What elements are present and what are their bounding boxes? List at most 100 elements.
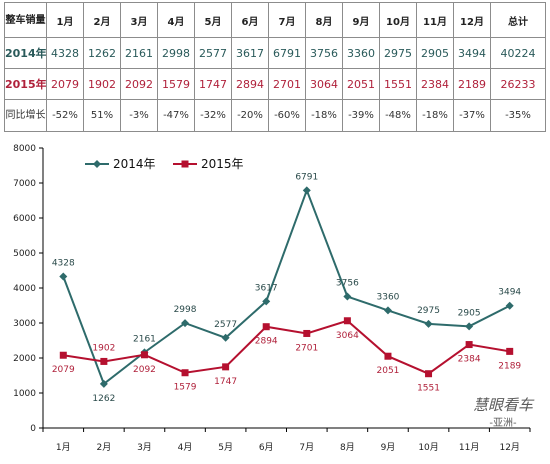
- data-point-2015: [465, 341, 473, 349]
- series-line-2014: [62, 187, 511, 386]
- data-label-2014: 1262: [92, 394, 115, 404]
- yoy-cell: -18%: [305, 99, 343, 132]
- row-year-label: 2015年: [4, 68, 47, 100]
- sales-cell: 1262: [83, 37, 121, 69]
- data-label-2014: 2998: [174, 305, 197, 315]
- yoy-total-cell: -35%: [490, 99, 546, 132]
- sales-cell: 3756: [305, 37, 343, 69]
- yoy-cell: 51%: [83, 99, 121, 132]
- yoy-cell: -20%: [231, 99, 269, 132]
- data-point-2014: [424, 319, 433, 328]
- month-header: 9月: [342, 2, 380, 38]
- data-point-2014: [59, 272, 68, 281]
- x-tick-label: 8月: [340, 442, 355, 453]
- data-point-2014: [181, 319, 190, 328]
- data-label-2014: 4328: [52, 259, 75, 269]
- data-label-2014: 2975: [417, 306, 440, 316]
- data-label-2014: 6791: [295, 172, 318, 182]
- sales-cell: 3360: [342, 37, 380, 69]
- data-label-2015: 1551: [417, 384, 440, 394]
- data-point-2014: [262, 297, 271, 306]
- total-cell: 26233: [490, 68, 546, 100]
- watermark-logo: 慧眼看车 -亚洲-: [468, 390, 538, 432]
- data-point-2015: [506, 347, 514, 355]
- data-point-2015: [425, 370, 433, 378]
- y-tick-label: 0: [30, 424, 36, 434]
- sales-cell: 2384: [416, 68, 454, 100]
- total-cell: 40224: [490, 37, 546, 69]
- sales-cell: 2975: [379, 37, 417, 69]
- y-tick-label: 7000: [13, 179, 36, 189]
- legend-label-2014: 2014年: [113, 157, 156, 171]
- data-label-2015: 2189: [498, 361, 521, 371]
- yoy-label: 同比增长: [4, 99, 47, 132]
- x-tick-label: 12月: [499, 442, 519, 453]
- data-point-2015: [222, 363, 230, 371]
- data-label-2015: 2701: [295, 343, 318, 353]
- x-tick-label: 5月: [218, 442, 233, 453]
- yoy-cell: -60%: [268, 99, 306, 132]
- y-tick-label: 6000: [13, 214, 36, 224]
- row-year-label: 2014年: [4, 37, 47, 69]
- legend-marker-2014: [93, 160, 101, 168]
- yoy-cell: -52%: [46, 99, 84, 132]
- y-tick-label: 8000: [13, 144, 36, 154]
- data-label-2015: 2384: [458, 355, 481, 365]
- x-tick-label: 4月: [178, 442, 193, 453]
- data-point-2015: [181, 369, 189, 377]
- x-tick-label: 1月: [56, 442, 71, 453]
- data-label-2014: 3617: [255, 283, 278, 293]
- data-point-2014: [99, 379, 108, 388]
- month-header: 12月: [453, 2, 491, 38]
- data-label-2014: 3756: [336, 279, 359, 289]
- table-header-row: 整车销量 1月 2月 3月 4月 5月 6月 7月 8月 9月 10月 11月 12月 总计: [4, 2, 546, 38]
- sales-cell: 2079: [46, 68, 84, 100]
- table-corner-label: 整车销量: [4, 2, 47, 38]
- sales-cell: 2998: [157, 37, 195, 69]
- data-label-2014: 2161: [133, 334, 156, 344]
- data-point-2015: [303, 329, 311, 337]
- data-label-2014: 3360: [377, 292, 400, 302]
- y-tick-label: 3000: [13, 319, 36, 329]
- data-point-2015: [100, 357, 108, 365]
- sales-table: 整车销量 1月 2月 3月 4月 5月 6月 7月 8月 9月 10月 11月 12月 总计 2014年 43…: [4, 2, 546, 132]
- sales-cell: 2905: [416, 37, 454, 69]
- x-tick-label: 9月: [381, 442, 396, 453]
- x-tick-label: 3月: [137, 442, 152, 453]
- data-point-2015: [384, 352, 392, 360]
- yoy-cell: -47%: [157, 99, 195, 132]
- data-point-2014: [221, 333, 230, 342]
- data-label-2015: 2092: [133, 365, 156, 375]
- sales-cell: 1551: [379, 68, 417, 100]
- watermark-title: 慧眼看车: [473, 396, 535, 414]
- data-label-2015: 2051: [377, 366, 400, 376]
- yoy-cell: -18%: [416, 99, 454, 132]
- x-tick-label: 2月: [97, 442, 112, 453]
- legend-label-2015: 2015年: [201, 157, 244, 171]
- data-point-2015: [343, 317, 351, 325]
- data-label-2015: 1902: [92, 343, 115, 353]
- data-label-2015: 2079: [52, 365, 75, 375]
- sales-cell: 2051: [342, 68, 380, 100]
- data-point-2014: [505, 301, 514, 310]
- data-point-2014: [465, 322, 474, 331]
- data-label-2015: 2894: [255, 337, 278, 347]
- yoy-cell: -39%: [342, 99, 380, 132]
- table-row-yoy: 同比增长 -52% 51% -3% -47% -32% -20% -60% -18% -39% -4…: [4, 99, 546, 132]
- x-tick-label: 6月: [259, 442, 274, 453]
- legend-marker-2015: [181, 160, 189, 168]
- yoy-cell: -32%: [194, 99, 232, 132]
- month-header: 5月: [194, 2, 232, 38]
- x-tick-label: 10月: [418, 442, 438, 453]
- data-label-2014: 3494: [498, 288, 521, 298]
- data-point-2014: [343, 292, 352, 301]
- data-label-2015: 1747: [214, 377, 237, 387]
- data-label-2015: 3064: [336, 331, 359, 341]
- y-tick-label: 4000: [13, 284, 36, 294]
- data-point-2015: [262, 323, 270, 331]
- data-label-2014: 2577: [214, 320, 237, 330]
- table-row: 2014年 4328 1262 2161 2998 2577 3617 6791 3756 336…: [4, 37, 546, 69]
- month-header: 4月: [157, 2, 195, 38]
- x-tick-label: 11月: [459, 442, 479, 453]
